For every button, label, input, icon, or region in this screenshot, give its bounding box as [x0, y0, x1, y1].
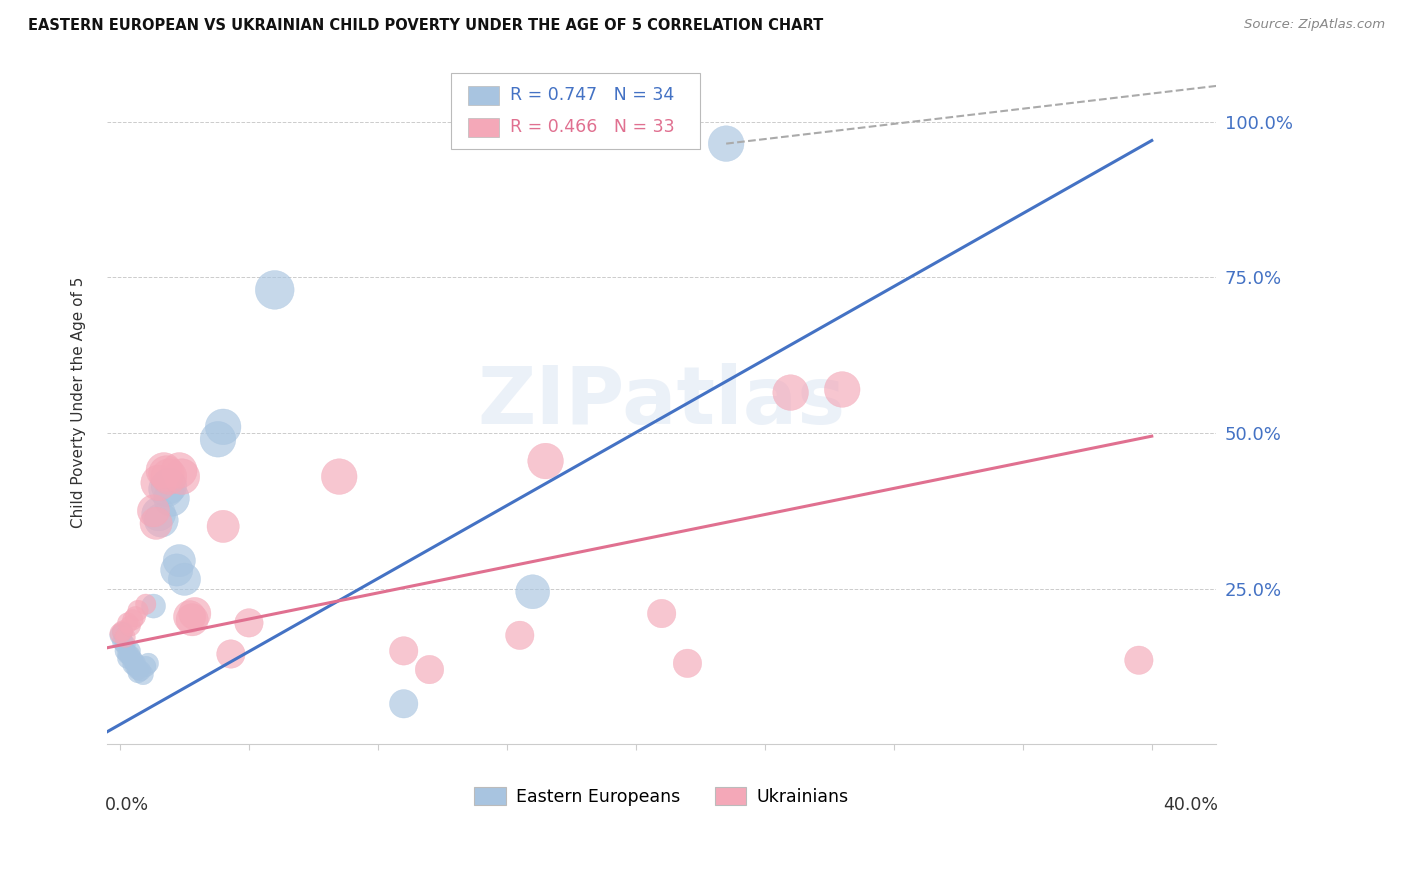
Text: 0.0%: 0.0%	[105, 796, 149, 814]
Y-axis label: Child Poverty Under the Age of 5: Child Poverty Under the Age of 5	[72, 277, 86, 527]
Point	[117, 651, 139, 665]
Point	[181, 613, 204, 627]
Point	[157, 479, 180, 493]
Point	[117, 615, 139, 630]
Point	[157, 469, 180, 483]
Point	[148, 507, 170, 521]
Point	[129, 664, 152, 678]
Point	[150, 513, 173, 527]
Text: ZIPatlas: ZIPatlas	[478, 363, 846, 441]
Point	[418, 663, 440, 677]
Point	[179, 609, 201, 624]
Point	[155, 482, 177, 496]
Point	[509, 628, 531, 642]
FancyBboxPatch shape	[468, 87, 499, 105]
Point	[170, 469, 193, 483]
Point	[166, 563, 188, 577]
Text: EASTERN EUROPEAN VS UKRAINIAN CHILD POVERTY UNDER THE AGE OF 5 CORRELATION CHART: EASTERN EUROPEAN VS UKRAINIAN CHILD POVE…	[28, 18, 824, 33]
Point	[114, 638, 136, 652]
Point	[392, 697, 415, 711]
Point	[111, 624, 134, 638]
Point	[219, 647, 242, 661]
Point	[1128, 653, 1150, 667]
Point	[207, 432, 229, 446]
Point	[238, 615, 260, 630]
Point	[779, 385, 801, 400]
Point	[212, 420, 235, 434]
Point	[120, 648, 142, 663]
Point	[534, 454, 557, 468]
Point	[127, 665, 149, 680]
Point	[155, 467, 177, 481]
Point	[173, 572, 195, 586]
Point	[114, 644, 136, 658]
Point	[160, 491, 183, 506]
Point	[184, 607, 207, 621]
Point	[676, 657, 699, 671]
FancyBboxPatch shape	[468, 118, 499, 137]
Point	[714, 136, 737, 151]
Text: Source: ZipAtlas.com: Source: ZipAtlas.com	[1244, 18, 1385, 31]
Point	[120, 644, 142, 658]
Point	[122, 653, 145, 667]
Point	[522, 584, 544, 599]
Legend: Eastern Europeans, Ukrainians: Eastern Europeans, Ukrainians	[465, 778, 858, 814]
Point	[120, 619, 142, 633]
Point	[111, 625, 134, 640]
Point	[831, 383, 853, 397]
Point	[145, 516, 167, 531]
Point	[117, 647, 139, 661]
Point	[148, 475, 170, 490]
Point	[153, 463, 176, 477]
Point	[122, 657, 145, 672]
Point	[212, 519, 235, 533]
Point	[127, 663, 149, 677]
Point	[392, 644, 415, 658]
Point	[142, 599, 165, 613]
Point	[124, 657, 146, 671]
Point	[111, 634, 134, 648]
Point	[124, 659, 146, 673]
Point	[328, 469, 350, 483]
Point	[169, 554, 191, 568]
Text: 40.0%: 40.0%	[1164, 796, 1219, 814]
Text: R = 0.747   N = 34: R = 0.747 N = 34	[510, 87, 673, 104]
Point	[108, 626, 131, 640]
FancyBboxPatch shape	[451, 73, 700, 149]
Point	[651, 607, 673, 621]
Point	[135, 597, 157, 611]
Point	[122, 613, 145, 627]
Text: R = 0.466   N = 33: R = 0.466 N = 33	[510, 118, 675, 136]
Point	[132, 667, 155, 681]
Point	[142, 504, 165, 518]
Point	[135, 659, 157, 673]
Point	[169, 463, 191, 477]
Point	[124, 609, 146, 624]
Point	[263, 283, 285, 297]
Point	[114, 630, 136, 644]
Point	[108, 628, 131, 642]
Point	[127, 603, 149, 617]
Point	[138, 657, 160, 671]
